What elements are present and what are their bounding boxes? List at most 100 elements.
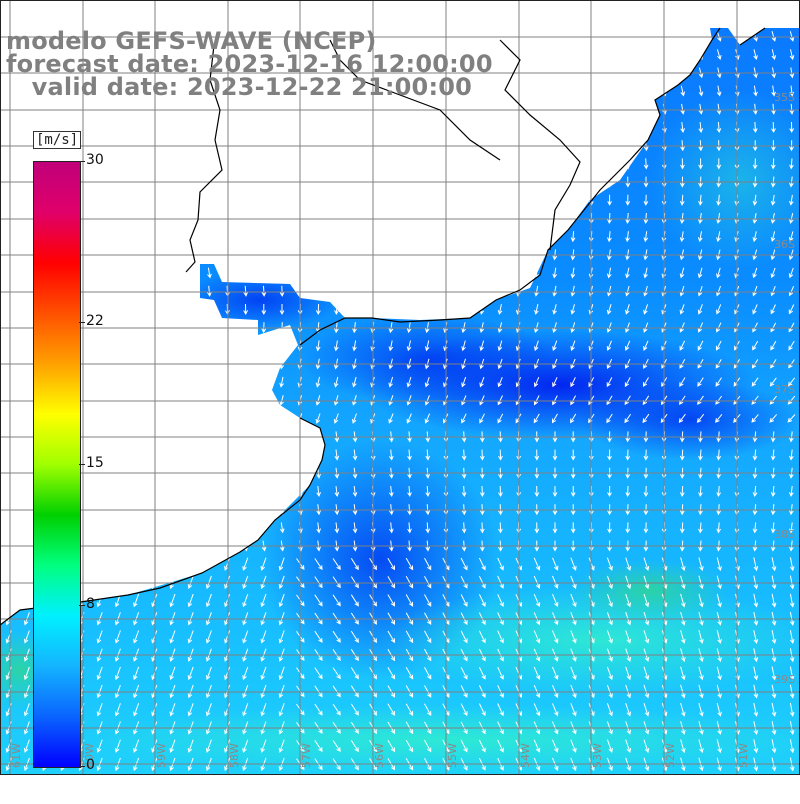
wind-arrow bbox=[533, 575, 541, 589]
wind-arrow bbox=[625, 485, 631, 498]
wind-arrow bbox=[134, 449, 140, 461]
wind-arrow bbox=[224, 376, 230, 388]
wind-arrow bbox=[224, 612, 231, 626]
wind-arrow bbox=[187, 666, 194, 681]
wind-arrow bbox=[607, 85, 613, 97]
wind-arrow bbox=[207, 194, 212, 206]
wind-arrow bbox=[643, 231, 649, 243]
wind-arrow bbox=[133, 593, 140, 608]
map-title-block: modelo GEFS-WAVE (NCEP) forecast date: 2… bbox=[6, 29, 526, 99]
wind-arrow bbox=[679, 285, 685, 297]
wind-arrow bbox=[607, 431, 612, 443]
wind-arrow bbox=[6, 231, 12, 242]
wind-arrow bbox=[552, 158, 558, 170]
wind-arrow bbox=[570, 522, 576, 534]
wind-arrow bbox=[680, 103, 685, 115]
wind-arrow bbox=[462, 140, 467, 152]
wind-arrow bbox=[607, 140, 613, 152]
wind-arrow bbox=[770, 194, 776, 206]
wind-arrow bbox=[479, 413, 485, 424]
wind-arrow bbox=[242, 593, 249, 608]
wind-arrow bbox=[716, 630, 722, 644]
wind-arrow bbox=[116, 249, 121, 261]
wind-arrow bbox=[134, 504, 140, 516]
wind-arrow bbox=[716, 666, 722, 681]
wind-arrow bbox=[570, 267, 576, 279]
wind-arrow bbox=[278, 703, 285, 717]
wind-arrow bbox=[625, 322, 630, 333]
wind-arrow bbox=[533, 612, 541, 626]
wind-arrow bbox=[425, 485, 431, 498]
wind-arrow bbox=[570, 612, 577, 626]
wind-arrow bbox=[716, 231, 721, 243]
wind-arrow bbox=[7, 486, 12, 497]
wind-arrow bbox=[116, 231, 121, 242]
wind-arrow bbox=[624, 395, 631, 406]
wind-arrow bbox=[96, 666, 103, 681]
wind-arrow bbox=[352, 267, 358, 279]
wind-arrow bbox=[78, 104, 86, 114]
wind-arrow bbox=[479, 485, 485, 498]
wind-arrow bbox=[497, 739, 504, 753]
wind-arrow bbox=[606, 267, 612, 279]
wind-arrow bbox=[115, 413, 121, 425]
wind-arrow bbox=[332, 558, 341, 571]
wind-arrow bbox=[698, 194, 703, 206]
wind-arrow bbox=[279, 413, 284, 424]
wind-arrow bbox=[352, 140, 358, 151]
wind-arrow bbox=[698, 575, 704, 590]
wind-arrow bbox=[534, 31, 540, 42]
wind-arrow bbox=[570, 231, 576, 243]
wind-arrow bbox=[261, 158, 267, 169]
wind-arrow bbox=[679, 322, 685, 333]
colorbar-tick-mark bbox=[79, 604, 85, 606]
wind-arrow bbox=[96, 575, 103, 590]
wind-arrow bbox=[424, 322, 430, 334]
wind-arrow bbox=[698, 212, 703, 225]
wind-arrow bbox=[789, 739, 795, 754]
wind-arrow bbox=[334, 267, 340, 279]
wind-arrow bbox=[678, 413, 686, 424]
wind-arrow bbox=[350, 576, 359, 589]
wind-arrow bbox=[352, 431, 358, 443]
wind-arrow bbox=[115, 394, 121, 407]
wind-arrow bbox=[187, 612, 194, 626]
wind-arrow bbox=[533, 594, 541, 608]
wind-arrow bbox=[314, 703, 323, 716]
wind-arrow bbox=[643, 212, 649, 225]
wind-arrow bbox=[170, 431, 176, 443]
wind-arrow bbox=[389, 194, 394, 206]
wind-arrow bbox=[170, 213, 176, 224]
wind-arrow bbox=[242, 739, 249, 753]
longitude-label: 58W bbox=[228, 743, 241, 768]
wind-arrow bbox=[406, 340, 412, 352]
wind-arrow bbox=[243, 449, 249, 461]
wind-arrow bbox=[388, 267, 394, 279]
wind-arrow bbox=[352, 522, 358, 534]
wind-arrow bbox=[625, 140, 631, 152]
wind-arrow bbox=[753, 666, 759, 681]
wind-arrow bbox=[643, 340, 649, 351]
wind-arrow bbox=[553, 140, 558, 152]
wind-arrow bbox=[607, 158, 613, 170]
wind-arrow bbox=[771, 630, 777, 645]
wind-arrow bbox=[787, 414, 796, 423]
wind-arrow bbox=[134, 285, 139, 297]
wind-arrow bbox=[698, 67, 704, 79]
wind-arrow bbox=[133, 122, 140, 132]
wind-arrow bbox=[570, 684, 577, 699]
wind-arrow bbox=[187, 739, 194, 753]
wind-arrow bbox=[534, 522, 540, 534]
wind-arrow bbox=[552, 685, 559, 699]
wind-arrow bbox=[498, 194, 503, 206]
wind-arrow bbox=[334, 213, 340, 224]
wind-arrow bbox=[534, 303, 539, 315]
wind-arrow bbox=[170, 285, 176, 297]
wind-arrow bbox=[96, 557, 103, 571]
wind-arrow bbox=[316, 431, 321, 443]
wind-arrow bbox=[133, 394, 139, 407]
wind-arrow bbox=[480, 158, 485, 170]
wind-arrow bbox=[24, 231, 30, 242]
wind-arrow bbox=[478, 685, 486, 698]
